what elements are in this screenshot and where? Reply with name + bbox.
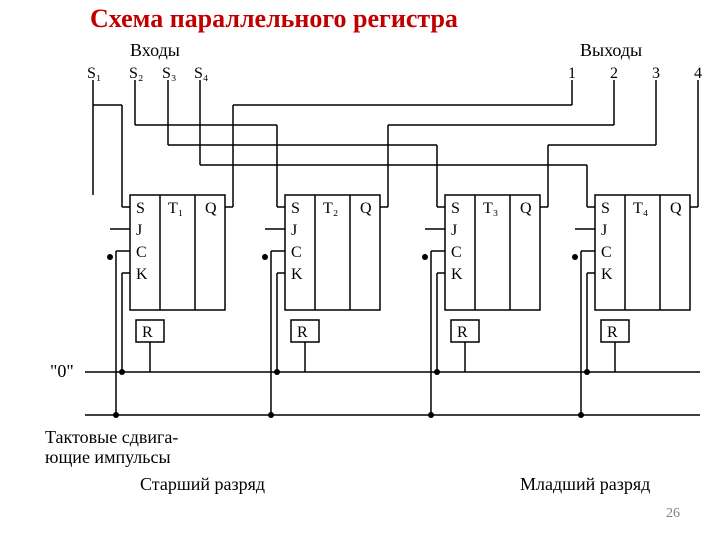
svg-text:3: 3 [652, 65, 660, 82]
svg-text:K: K [291, 266, 303, 283]
svg-text:S₁: S₁ [87, 65, 101, 82]
svg-text:C: C [291, 244, 302, 261]
svg-text:K: K [451, 266, 463, 283]
title-text: Схема параллельного регистра [90, 4, 458, 33]
svg-text:T₁: T₁ [168, 200, 183, 217]
svg-text:J: J [291, 222, 297, 239]
svg-text:S: S [601, 200, 610, 217]
svg-text:2: 2 [610, 65, 618, 82]
svg-text:K: K [601, 266, 613, 283]
svg-text:S: S [451, 200, 460, 217]
svg-text:Тактовые сдвига-: Тактовые сдвига- [45, 427, 178, 447]
svg-text:R: R [297, 324, 308, 341]
svg-text:C: C [136, 244, 147, 261]
svg-text:J: J [451, 222, 457, 239]
svg-text:Q: Q [670, 200, 682, 217]
svg-text:Старший разряд: Старший разряд [140, 474, 265, 494]
svg-text:T₃: T₃ [483, 200, 498, 217]
svg-text:T₄: T₄ [633, 200, 649, 217]
svg-text:Входы: Входы [130, 40, 180, 60]
diagram-title: Схема параллельного регистра [90, 4, 458, 34]
svg-text:Q: Q [205, 200, 217, 217]
svg-text:ющие импульсы: ющие импульсы [45, 447, 171, 467]
svg-text:R: R [607, 324, 618, 341]
svg-text:"0": "0" [50, 361, 74, 381]
svg-text:Q: Q [360, 200, 372, 217]
svg-text:S: S [291, 200, 300, 217]
svg-text:J: J [136, 222, 142, 239]
svg-text:T₂: T₂ [323, 200, 338, 217]
svg-text:C: C [451, 244, 462, 261]
svg-text:K: K [136, 266, 148, 283]
svg-text:Выходы: Выходы [580, 40, 642, 60]
svg-text:C: C [601, 244, 612, 261]
page-number: 26 [666, 506, 680, 522]
svg-text:R: R [142, 324, 153, 341]
svg-text:1: 1 [568, 65, 576, 82]
svg-text:S: S [136, 200, 145, 217]
svg-text:S₂: S₂ [129, 65, 143, 82]
circuit-diagram: ВходыВыходыS₁S₂S₃S₄1234SJCKT₁QRSJCKT₂QRS… [0, 0, 720, 540]
svg-text:S₃: S₃ [162, 65, 176, 82]
svg-text:R: R [457, 324, 468, 341]
svg-text:Младший разряд: Младший разряд [520, 474, 650, 494]
svg-text:S₄: S₄ [194, 65, 209, 82]
svg-text:4: 4 [694, 65, 702, 82]
svg-text:J: J [601, 222, 607, 239]
svg-text:Q: Q [520, 200, 532, 217]
